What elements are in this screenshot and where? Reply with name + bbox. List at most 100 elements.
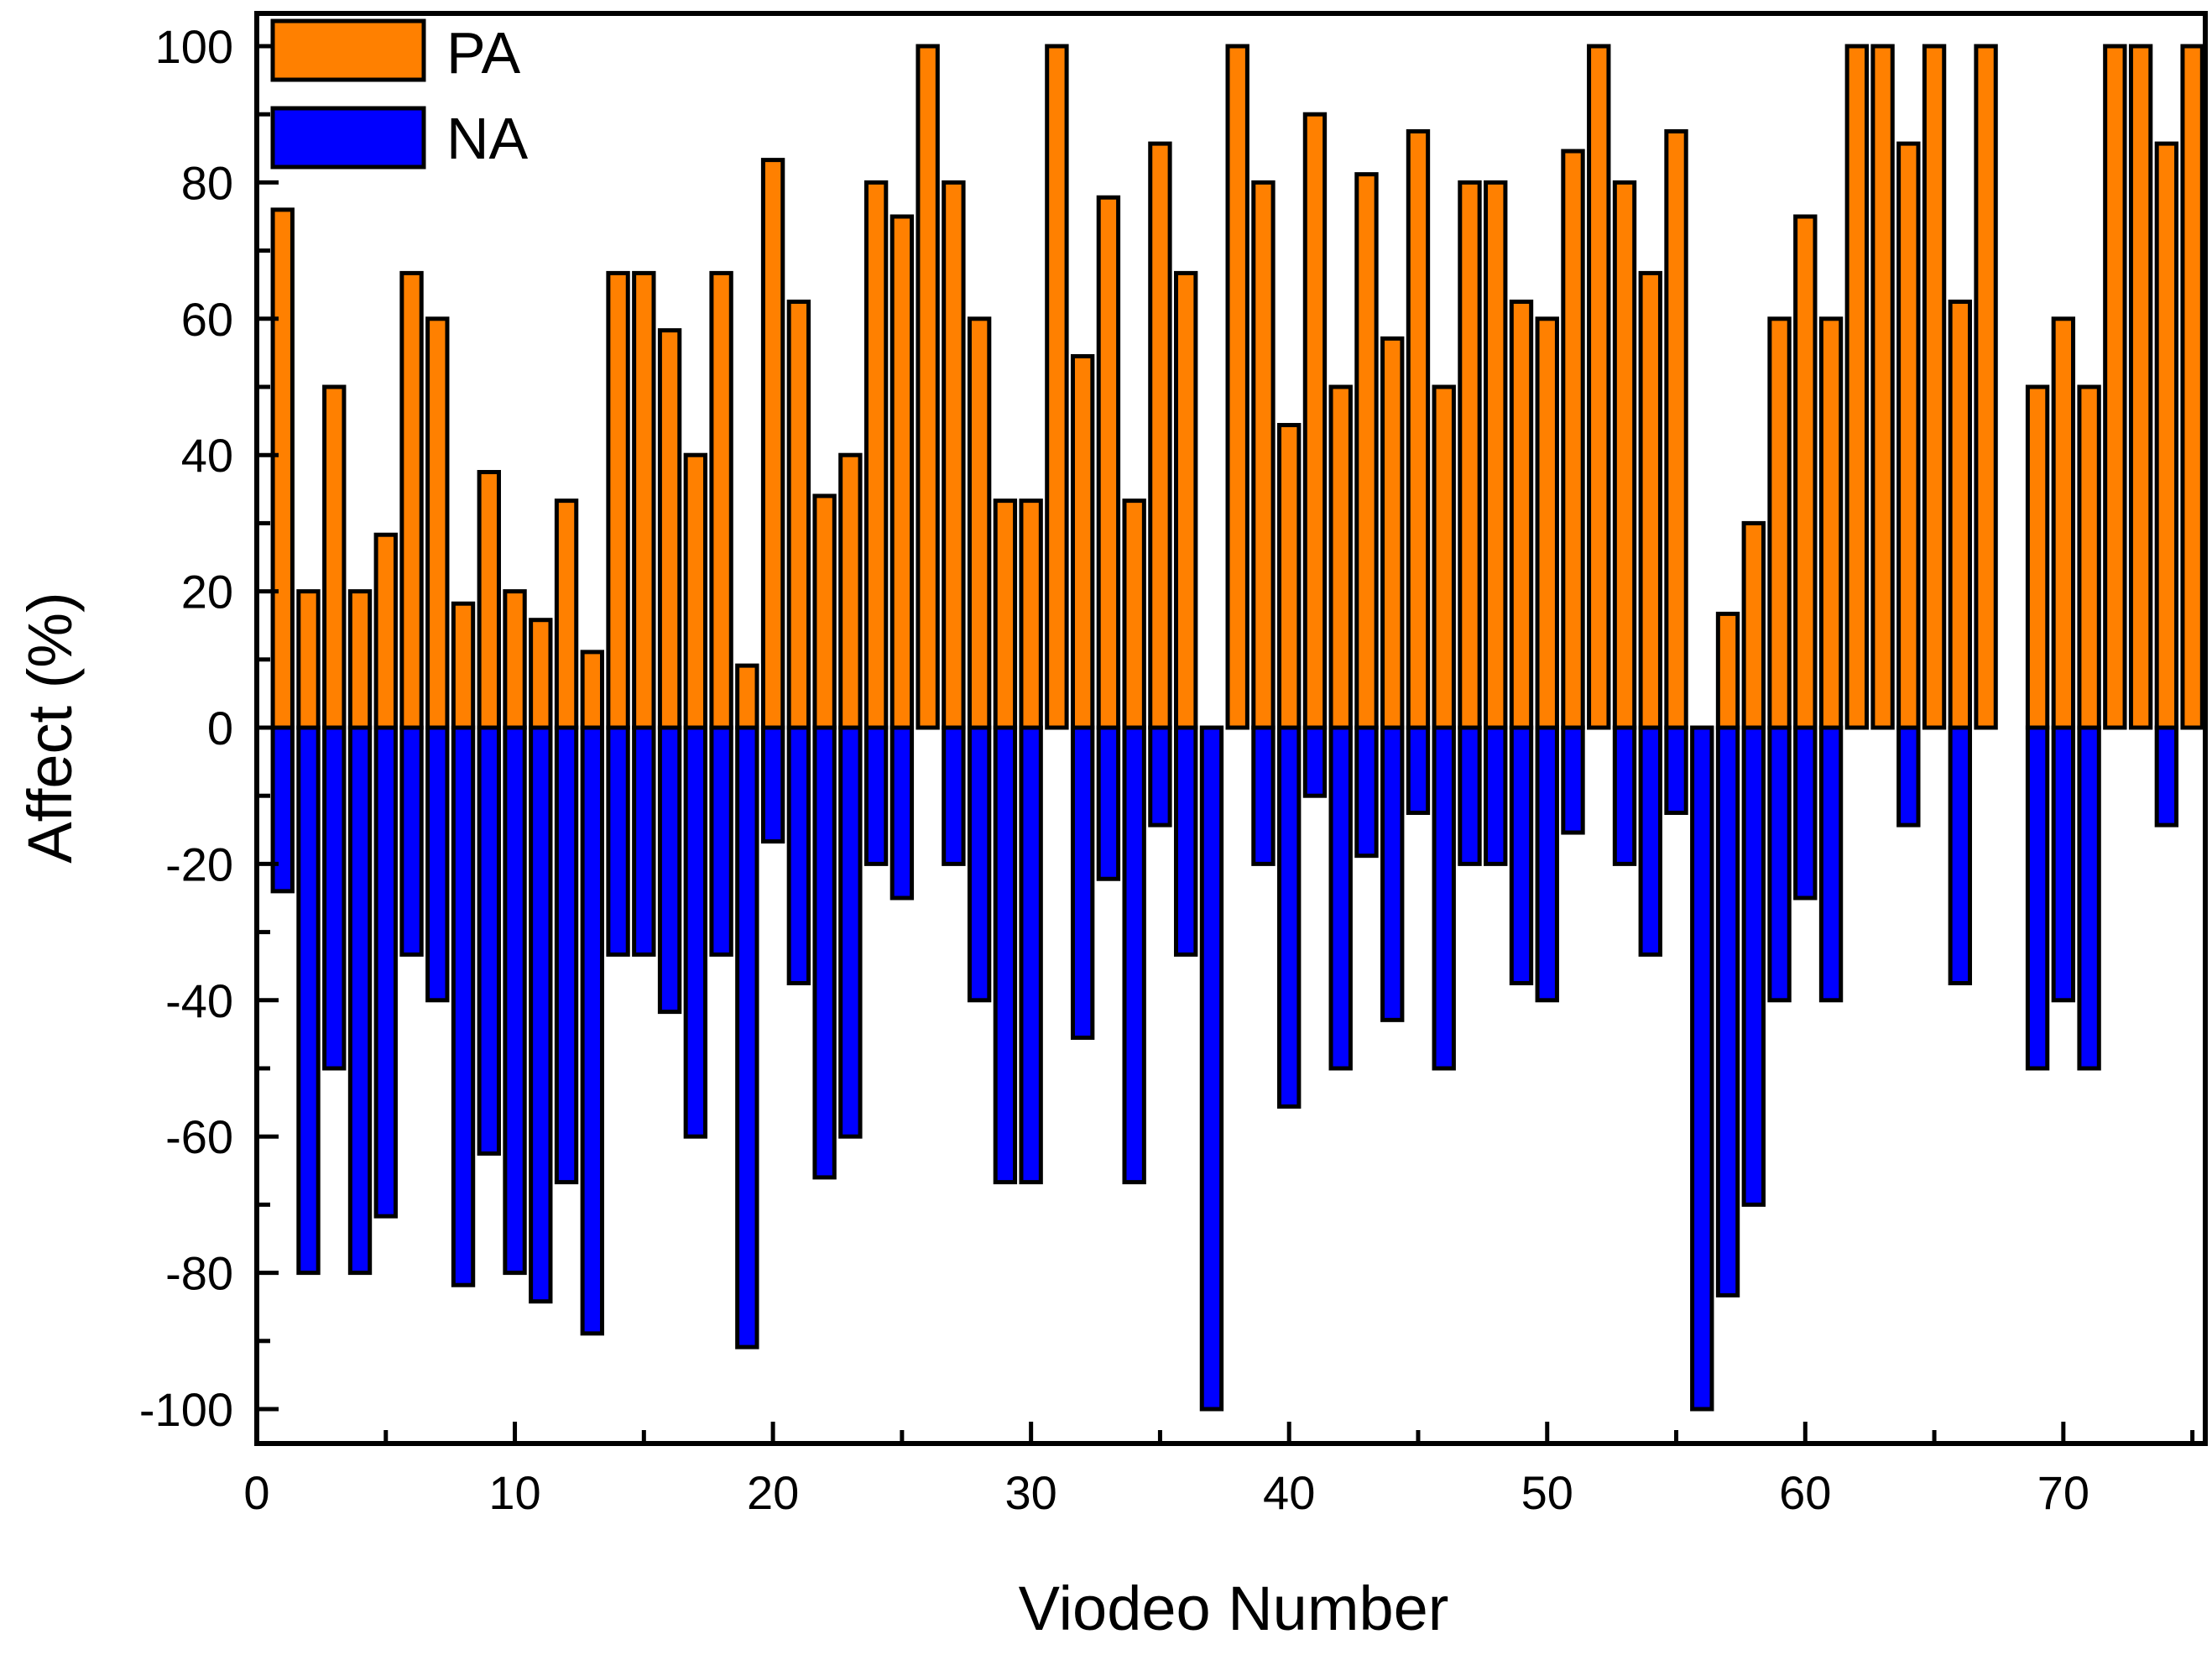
bar-pa-75 (2180, 44, 2204, 730)
bar-pa-13 (580, 650, 605, 730)
bar-pa-43 (1354, 172, 1379, 730)
bar-na-42 (1328, 725, 1353, 1071)
bar-pa-29 (993, 499, 1018, 730)
bar-na-44 (1380, 725, 1405, 1022)
bar-pa-58 (1741, 520, 1766, 730)
bar-pa-53 (1612, 180, 1637, 730)
bar-na-54 (1638, 725, 1662, 957)
bar-pa-20 (760, 158, 785, 730)
bar-pa-45 (1406, 129, 1431, 730)
bar-pa-50 (1535, 316, 1559, 730)
bar-pa-63 (1870, 44, 1895, 730)
y-axis-label: Affect (%) (15, 592, 85, 864)
bar-na-30 (1019, 725, 1043, 1185)
bar-pa-72 (2103, 44, 2127, 730)
bar-pa-59 (1767, 316, 1792, 730)
bar-pa-6 (399, 270, 424, 730)
bar-na-57 (1715, 725, 1740, 1297)
bar-na-55 (1664, 725, 1688, 815)
bar-na-66 (1948, 725, 1973, 985)
bar-na-61 (1818, 725, 1844, 1003)
bar-na-16 (657, 725, 682, 1015)
bar-na-4 (347, 725, 373, 1276)
y-tick-label: -100 (139, 1383, 233, 1436)
y-tick-label: 80 (181, 156, 233, 209)
bar-pa-23 (838, 452, 863, 730)
x-tick-label: 50 (1521, 1466, 1573, 1519)
y-tick-label: 20 (181, 566, 233, 619)
bar-pa-18 (709, 270, 733, 730)
bar-na-13 (580, 725, 605, 1336)
bar-na-70 (2051, 725, 2076, 1003)
bar-na-33 (1096, 725, 1121, 881)
x-tick-label: 60 (1779, 1466, 1831, 1519)
bar-pa-21 (786, 300, 811, 730)
bar-na-46 (1432, 725, 1456, 1071)
bar-na-71 (2077, 725, 2101, 1071)
bar-na-17 (683, 725, 708, 1139)
bar-pa-1 (270, 207, 295, 730)
bar-pa-8 (451, 601, 476, 730)
bar-pa-47 (1458, 180, 1482, 730)
bar-pa-9 (477, 470, 501, 730)
y-tick-label: -60 (165, 1110, 233, 1163)
bar-na-48 (1484, 725, 1508, 866)
y-tick-label: 100 (155, 20, 233, 73)
bar-na-51 (1561, 725, 1585, 835)
bar-na-64 (1896, 725, 1921, 828)
bar-pa-46 (1432, 384, 1456, 730)
bar-pa-44 (1380, 336, 1405, 730)
bar-pa-32 (1070, 353, 1095, 730)
bar-pa-64 (1896, 141, 1921, 730)
bar-na-7 (425, 725, 450, 1003)
bar-na-14 (606, 725, 630, 957)
bar-pa-7 (425, 316, 450, 730)
bar-pa-61 (1818, 316, 1844, 730)
bar-pa-60 (1793, 214, 1818, 730)
bar-na-69 (2025, 725, 2050, 1071)
bar-na-18 (709, 725, 733, 957)
x-tick-label: 20 (747, 1466, 799, 1519)
bar-pa-49 (1509, 300, 1534, 730)
bar-na-27 (942, 725, 966, 866)
bar-na-3 (322, 725, 347, 1071)
bar-pa-67 (1974, 44, 1998, 730)
bar-na-49 (1509, 725, 1534, 985)
x-tick-label: 40 (1263, 1466, 1315, 1519)
bar-pa-65 (1922, 44, 1947, 730)
legend: PA NA (270, 18, 529, 171)
bar-na-32 (1070, 725, 1095, 1040)
y-tick-label: -20 (165, 838, 233, 890)
bar-pa-52 (1587, 44, 1611, 730)
bar-na-59 (1767, 725, 1792, 1003)
bar-pa-31 (1045, 44, 1069, 730)
y-tick-label: 40 (181, 429, 233, 482)
bar-na-15 (632, 725, 656, 957)
bar-pa-5 (373, 532, 398, 730)
bar-na-9 (477, 725, 501, 1156)
bar-pa-11 (529, 618, 553, 730)
bar-na-10 (503, 725, 527, 1276)
bar-pa-38 (1225, 44, 1249, 730)
bar-pa-17 (683, 452, 708, 730)
bar-pa-48 (1484, 180, 1508, 730)
bar-na-37 (1199, 725, 1224, 1412)
bar-pa-14 (606, 270, 630, 730)
bar-pa-66 (1948, 300, 1973, 730)
bar-pa-35 (1148, 141, 1172, 730)
bar-na-22 (812, 725, 837, 1180)
bar-na-41 (1302, 725, 1328, 798)
bar-pa-4 (347, 589, 373, 730)
bar-pa-70 (2051, 316, 2076, 730)
bar-na-1 (270, 725, 295, 894)
legend-label-pa: PA (446, 20, 520, 86)
bars-layer (270, 44, 2204, 1412)
bar-pa-40 (1277, 422, 1302, 730)
bar-pa-12 (554, 499, 579, 730)
bar-na-50 (1535, 725, 1559, 1003)
bar-pa-62 (1844, 44, 1869, 730)
x-tick-label: 30 (1005, 1466, 1057, 1519)
bar-pa-28 (967, 316, 992, 730)
x-tick-label: 0 (243, 1466, 269, 1519)
